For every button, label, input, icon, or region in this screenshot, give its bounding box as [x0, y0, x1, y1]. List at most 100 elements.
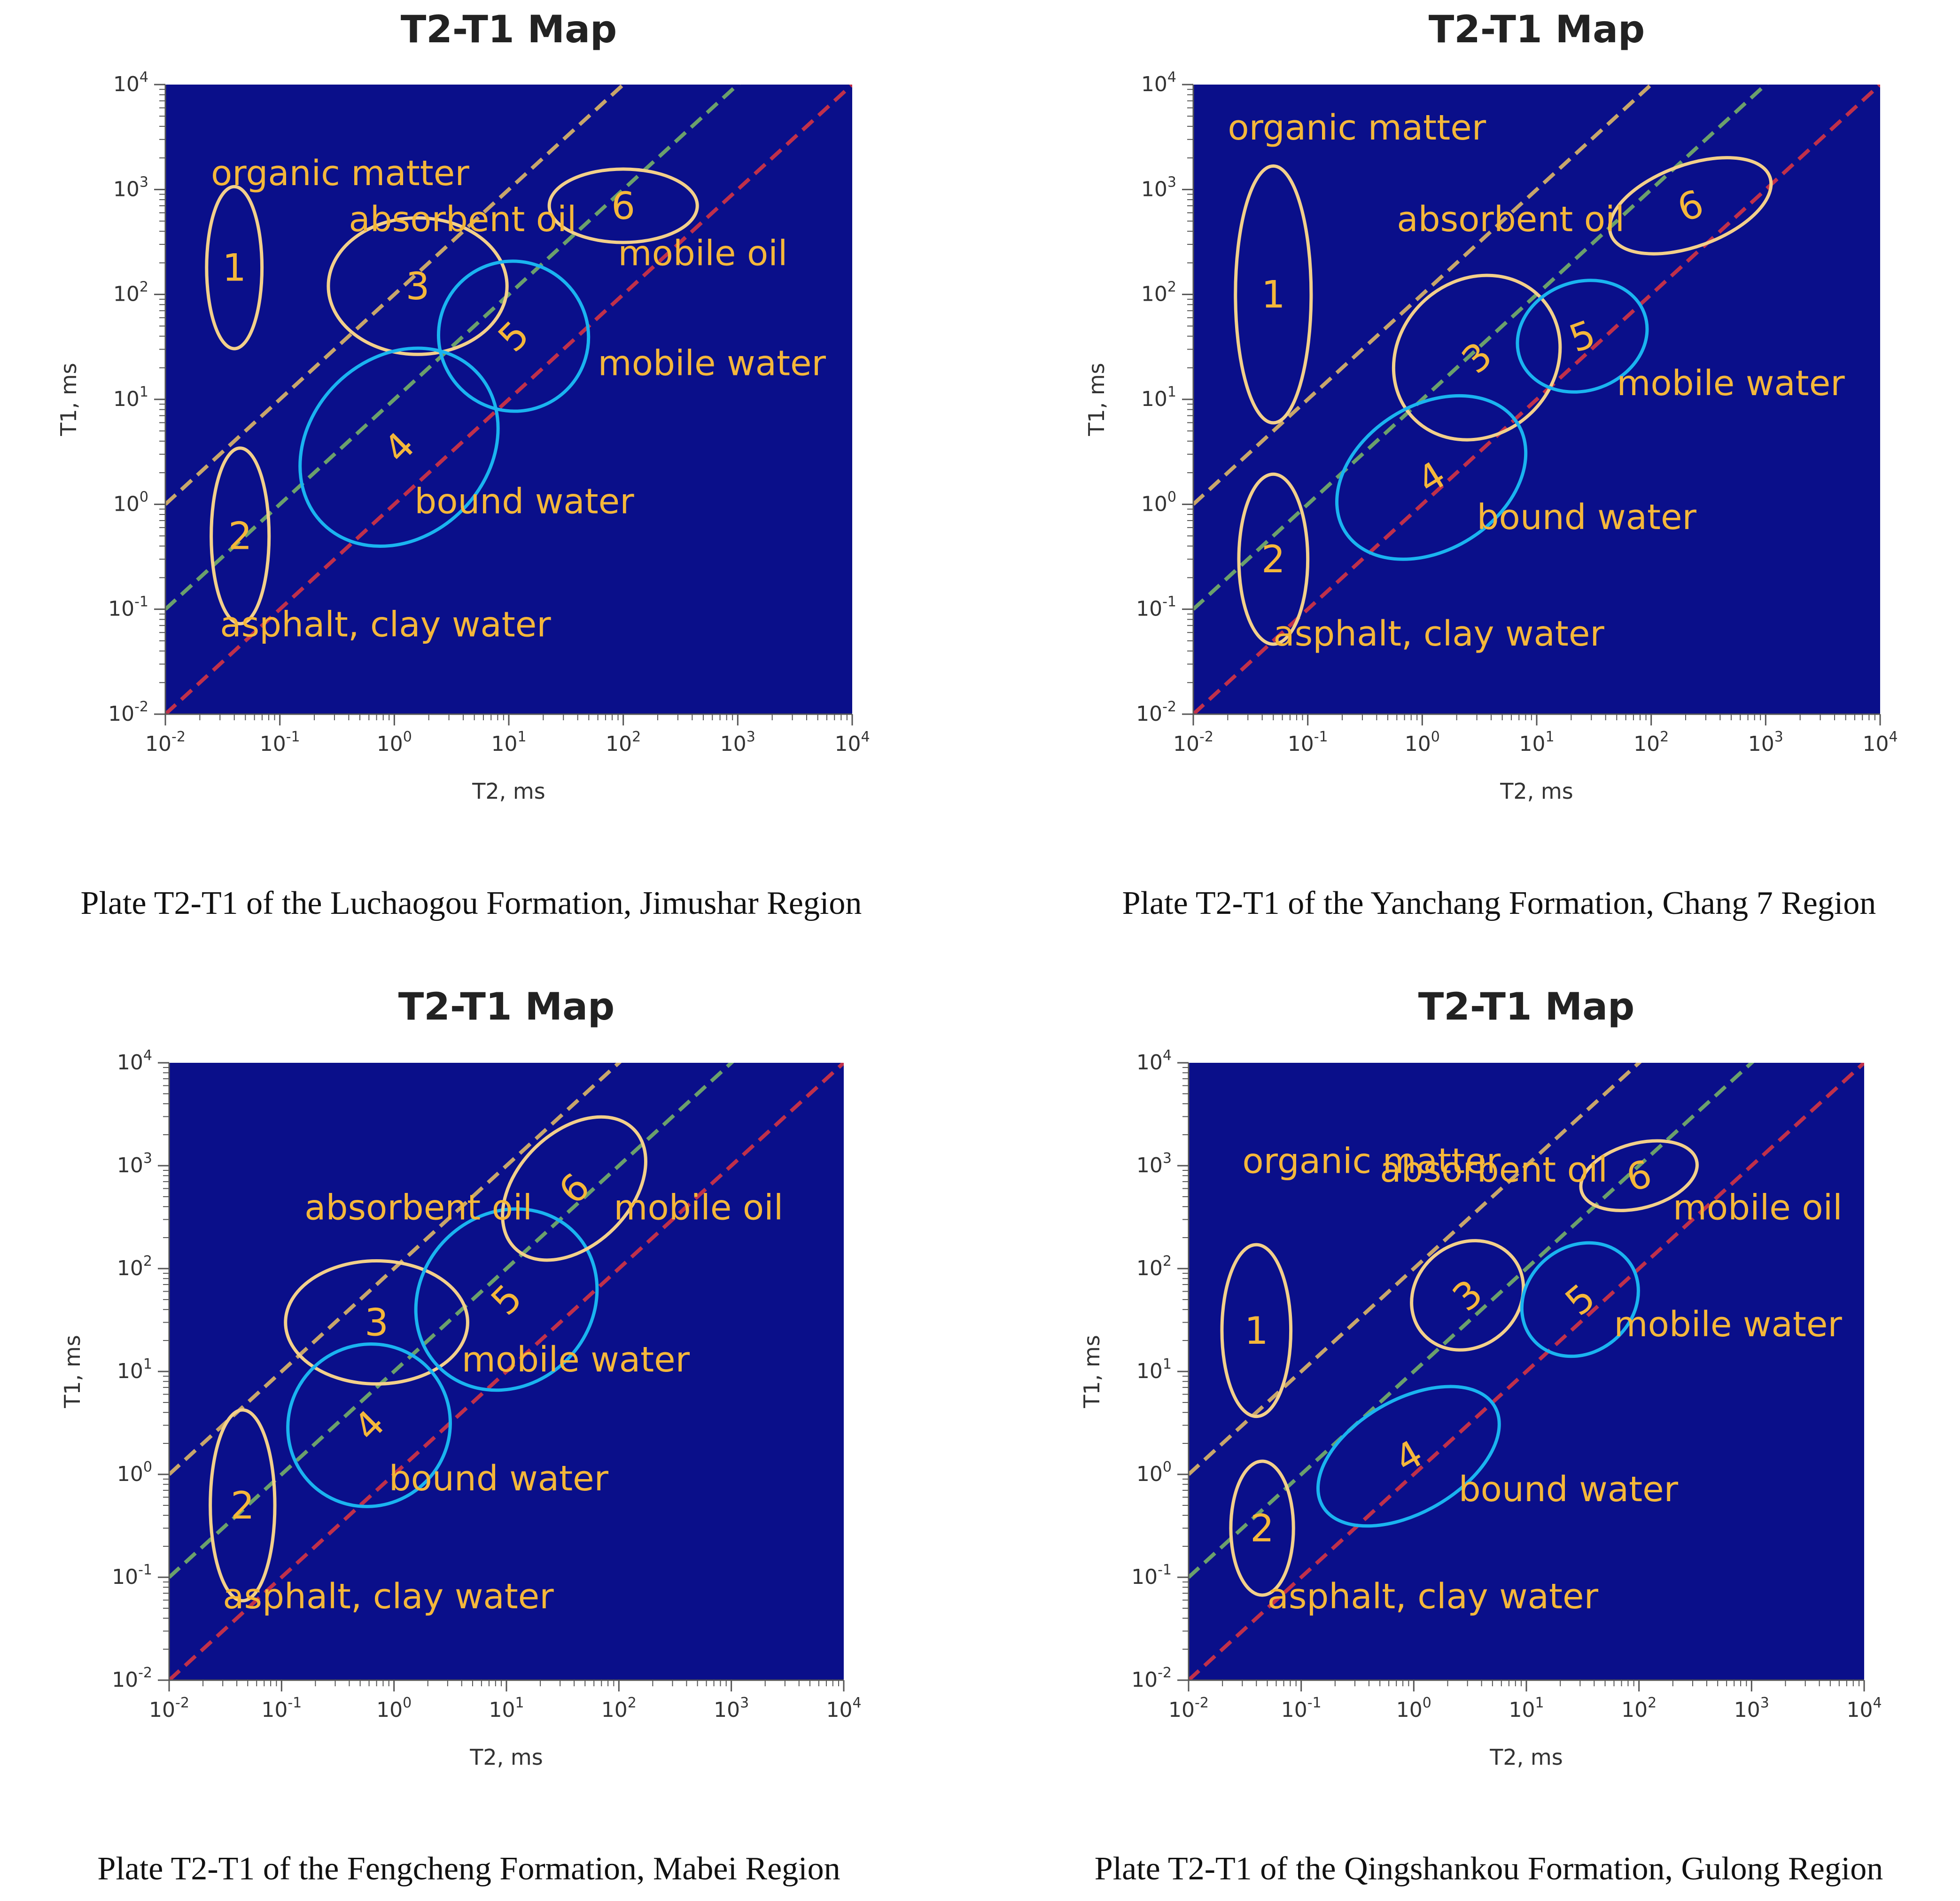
- y-axis-title: T1, ms: [1079, 1335, 1104, 1408]
- x-tick-label: 100: [1405, 729, 1440, 756]
- region-number-2: 2: [1250, 1507, 1274, 1550]
- region-label: mobile water: [1617, 363, 1845, 404]
- region-label: organic matter: [211, 153, 469, 194]
- cutoff-line-3: [1193, 85, 1880, 714]
- cutoff-line-1: [1189, 1063, 1642, 1476]
- cutoff-line-1: [1193, 85, 1654, 506]
- x-tick-label: 104: [834, 729, 870, 756]
- region-label: asphalt, clay water: [1268, 1576, 1599, 1617]
- cutoff-line-2: [165, 85, 741, 611]
- x-tick-label: 104: [1846, 1695, 1882, 1722]
- y-tick-label: 102: [1141, 279, 1176, 306]
- y-tick-label: 101: [1136, 1356, 1172, 1383]
- region-ellipse-1: [205, 185, 264, 351]
- y-tick-label: 10-2: [1131, 1665, 1172, 1692]
- region-number-3: 3: [406, 265, 430, 308]
- region-label: bound water: [414, 482, 634, 522]
- cutoff-line-3: [165, 85, 852, 714]
- figure-caption: Plate T2-T1 of the Luchaogou Formation, …: [81, 885, 862, 921]
- region-label: asphalt, clay water: [1273, 614, 1604, 654]
- y-tick-label: 102: [1136, 1253, 1172, 1280]
- region-ellipse-1: [1220, 1243, 1293, 1418]
- chart-title: T2-T1 Map: [1418, 985, 1635, 1028]
- region-ellipse-5: [1520, 1241, 1640, 1358]
- x-tick-label: 10-1: [261, 1695, 302, 1722]
- region-number-2: 2: [231, 1484, 255, 1527]
- y-tick-label: 100: [113, 489, 148, 516]
- figure-caption: Plate T2-T1 of the Yanchang Formation, C…: [1122, 885, 1876, 921]
- y-tick-label: 102: [113, 279, 148, 306]
- region-ellipse-3: [284, 1259, 469, 1386]
- y-axis-title: T1, ms: [1084, 363, 1109, 436]
- region-label: asphalt, clay water: [220, 605, 551, 645]
- x-axis-title: T2, ms: [472, 779, 545, 804]
- x-tick-label: 103: [720, 729, 755, 756]
- y-tick-label: 10-1: [108, 594, 148, 621]
- x-tick-label: 103: [1748, 729, 1783, 756]
- region-ellipse-2: [1229, 1459, 1295, 1597]
- y-axis-title: T1, ms: [56, 363, 81, 436]
- region-number-1: 1: [222, 246, 246, 290]
- y-tick-label: 100: [1141, 489, 1176, 516]
- cutoff-line-1: [165, 85, 626, 506]
- region-label: organic matter: [1242, 1141, 1501, 1181]
- y-tick-label: 100: [1136, 1459, 1172, 1486]
- y-tick-label: 10-1: [1131, 1562, 1172, 1589]
- region-label: mobile oil: [1673, 1188, 1843, 1228]
- x-tick-label: 10-2: [149, 1695, 189, 1722]
- x-tick-label: 100: [1396, 1695, 1431, 1722]
- figure-caption: Plate T2-T1 of the Fengcheng Formation, …: [97, 1851, 840, 1887]
- y-tick-label: 100: [117, 1459, 152, 1486]
- region-number-1: 1: [1261, 273, 1285, 317]
- y-tick-label: 104: [117, 1047, 152, 1075]
- x-axis-title: T2, ms: [1489, 1745, 1563, 1770]
- x-tick-label: 101: [1509, 1695, 1544, 1722]
- region-ellipse-1: [1234, 164, 1313, 425]
- x-tick-label: 102: [1621, 1695, 1657, 1722]
- region-label: mobile water: [462, 1340, 690, 1380]
- x-tick-label: 10-1: [260, 729, 300, 756]
- y-tick-label: 104: [113, 69, 148, 96]
- region-label: absorbent oil: [1397, 199, 1625, 240]
- region-number-3: 3: [365, 1301, 389, 1345]
- region-label: bound water: [389, 1458, 609, 1499]
- x-tick-label: 10-2: [1173, 729, 1213, 756]
- figure-caption: Plate T2-T1 of the Qingshankou Formation…: [1095, 1851, 1883, 1887]
- region-label: absorbent oil: [304, 1188, 532, 1228]
- chart-title: T2-T1 Map: [1429, 8, 1645, 51]
- x-tick-label: 10-1: [1288, 729, 1328, 756]
- y-tick-label: 10-2: [112, 1665, 152, 1692]
- y-tick-label: 103: [113, 174, 148, 201]
- x-tick-label: 101: [1519, 729, 1554, 756]
- region-ellipse-2: [210, 446, 271, 625]
- region-ellipse-5: [436, 259, 591, 413]
- x-tick-label: 104: [1862, 729, 1898, 756]
- x-tick-label: 100: [376, 1695, 412, 1722]
- region-ellipse-6: [1579, 1139, 1699, 1212]
- cutoff-line-3: [1189, 1063, 1864, 1680]
- y-tick-label: 103: [1136, 1150, 1172, 1177]
- x-tick-label: 10-2: [145, 729, 186, 756]
- y-tick-label: 10-1: [112, 1562, 152, 1589]
- region-label: mobile water: [598, 343, 826, 384]
- x-tick-label: 103: [714, 1695, 749, 1722]
- cutoff-line-1: [169, 1063, 622, 1476]
- region-label: absorbent oil: [1380, 1150, 1608, 1190]
- x-tick-label: 104: [826, 1695, 861, 1722]
- x-tick-label: 102: [606, 729, 641, 756]
- region-ellipse-3: [327, 216, 509, 356]
- region-ellipse-5: [414, 1207, 599, 1392]
- region-ellipse-3: [1410, 1239, 1525, 1352]
- region-number-1: 1: [1244, 1309, 1268, 1353]
- region-ellipse-2: [1237, 472, 1310, 646]
- region-number-6: 6: [611, 184, 635, 228]
- x-tick-label: 100: [377, 729, 412, 756]
- region-ellipse-2: [209, 1408, 277, 1603]
- region-label: organic matter: [1228, 108, 1486, 148]
- y-tick-label: 104: [1136, 1047, 1172, 1075]
- region-ellipse-6: [1608, 156, 1773, 256]
- y-tick-label: 102: [117, 1253, 152, 1280]
